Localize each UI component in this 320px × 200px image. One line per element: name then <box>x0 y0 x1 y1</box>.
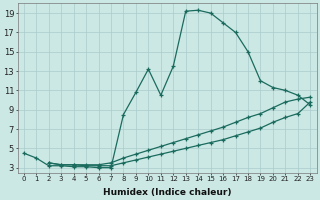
X-axis label: Humidex (Indice chaleur): Humidex (Indice chaleur) <box>103 188 231 197</box>
